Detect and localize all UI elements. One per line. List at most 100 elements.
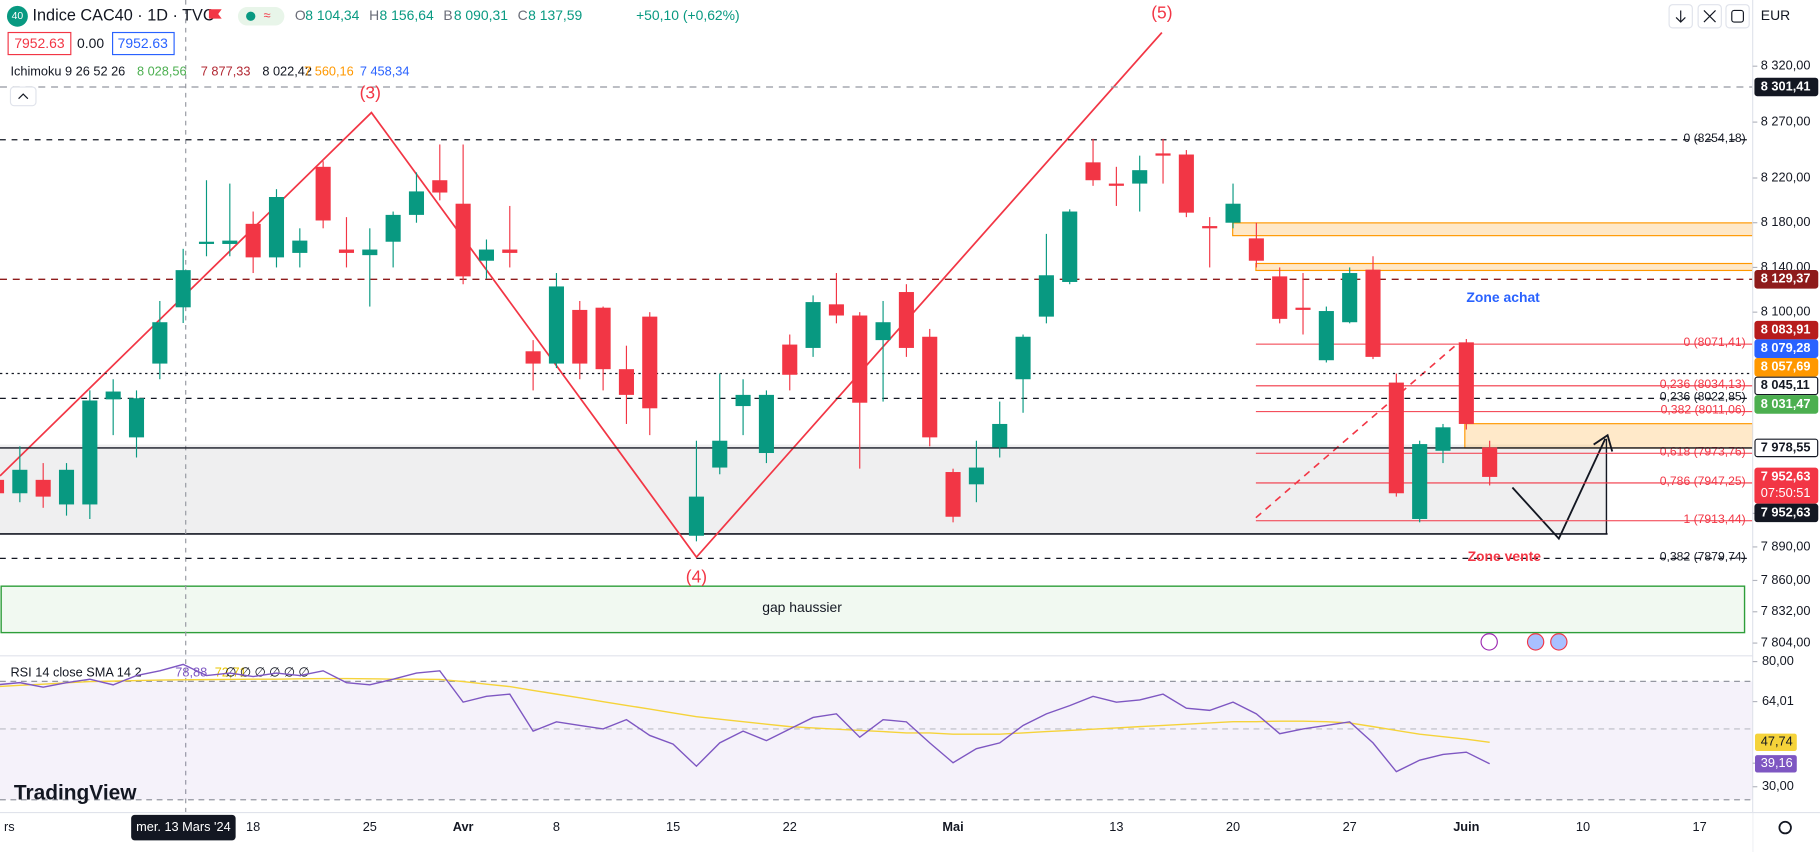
candle-body — [1435, 427, 1451, 451]
candle-body — [408, 191, 425, 215]
ohlc-value: 8 137,59 — [528, 7, 582, 23]
ichimoku-values: 8 028,56 7 877,33 8 022,427 560,16 7 458,34 — [137, 63, 409, 78]
currency[interactable]: EUR — [1761, 7, 1790, 23]
candle-body — [1342, 273, 1358, 323]
fib-layer: 0 (8254,18) 0 (8071,41) 0,236 (8034,13)0,2… — [0, 86, 1753, 563]
gap-label: gap haussier — [762, 599, 842, 615]
buy-zone-box — [1255, 262, 1754, 272]
logo: TradingView — [14, 781, 137, 804]
candle-body — [455, 203, 471, 277]
candle-body — [642, 316, 658, 409]
indicator-value: 72,71 — [215, 665, 247, 680]
symbol[interactable]: Indice CAC40 · 1D · TVC — [33, 7, 215, 25]
price-tag-label: 8 045,11 — [1761, 377, 1810, 392]
wave-label: (3) — [360, 83, 381, 103]
y-tick-label: 7 832,00 — [1761, 603, 1811, 618]
candle-body — [992, 423, 1008, 448]
collapse-button[interactable] — [9, 86, 37, 107]
candle-body — [572, 309, 588, 364]
candle-body — [432, 180, 448, 193]
x-tick-label: Juin — [1453, 819, 1479, 834]
drawings — [0, 0, 1754, 813]
candle-body — [245, 223, 261, 258]
price-tag — [1754, 438, 1819, 458]
x-tick-label: 18 — [246, 819, 260, 834]
y-tick-label: 8 320,00 — [1761, 58, 1811, 73]
candle-body — [1295, 307, 1311, 310]
price-tag-label: 7 952,63 — [1761, 468, 1811, 483]
fib-label: 0,236 (8022,85) — [1660, 389, 1746, 403]
x-tick-label: 8 — [553, 819, 560, 834]
candle-body — [292, 240, 308, 253]
candle-body — [1318, 311, 1334, 361]
candle-body — [548, 286, 564, 364]
collapse-icon — [18, 93, 29, 100]
fib-label: 0,236 (8034,13) — [1660, 377, 1746, 391]
x-tick-label: Avr — [453, 819, 474, 834]
x-tick-label: 15 — [666, 819, 680, 834]
rsi-pane: RSI 14 close SMA 14 2 78,88 72,71∅ ∅ ∅ ∅ ∅… — [0, 663, 1490, 773]
icon[interactable] — [1526, 633, 1545, 651]
icon[interactable] — [1480, 633, 1498, 651]
candle-body — [105, 391, 121, 400]
fib-label: 0 (8071,41) — [1683, 335, 1745, 349]
fib-label: 0,382 (7879,74) — [1660, 549, 1746, 563]
zone-label: Zone vente — [1468, 548, 1542, 564]
x-tick-label: 17 — [1693, 819, 1707, 834]
x-tick-label: 25 — [363, 819, 377, 834]
candle-body — [1085, 162, 1101, 181]
candle-body — [1062, 211, 1078, 282]
candle-body — [618, 369, 634, 395]
candle-body — [338, 249, 355, 253]
fib-label: 0,786 (7947,25) — [1660, 474, 1746, 488]
indicator-name: RSI 14 close SMA 14 2 — [10, 665, 141, 680]
button[interactable] — [1725, 4, 1750, 29]
price-tag — [1754, 467, 1819, 504]
fib-trend — [1255, 341, 1460, 519]
candle-body — [1225, 203, 1241, 223]
value-tag — [1755, 755, 1797, 773]
price-tag-sub: 07:50:51 — [1761, 485, 1811, 500]
y-tick-label: 8 180,00 — [1761, 214, 1811, 229]
ohlc-key: H — [369, 7, 379, 23]
price-box-text: 7952.63 — [14, 35, 65, 51]
candle-body — [735, 394, 751, 407]
y-tick-label: 8 100,00 — [1761, 304, 1811, 319]
price-tag — [1754, 339, 1819, 359]
ohlc-key: B — [443, 7, 452, 23]
path-arrow — [1511, 438, 1607, 541]
y-tick-label: 8 270,00 — [1761, 113, 1811, 128]
candle-body — [875, 322, 891, 341]
candle-body — [175, 270, 191, 308]
candle-body — [1108, 183, 1124, 186]
price-box[interactable] — [112, 31, 175, 56]
candle-body — [1458, 342, 1474, 424]
candle-body — [12, 469, 28, 494]
indicator-icons: ∅ ∅ ∅ ∅ ∅ ∅ — [225, 665, 309, 680]
settings-button[interactable] — [1778, 820, 1792, 835]
candle-body — [315, 166, 331, 221]
icon — [1703, 10, 1716, 23]
indicator-name[interactable]: Ichimoku 9 26 52 26 — [10, 63, 125, 78]
flag-icon[interactable] — [208, 9, 222, 19]
price-tag — [1754, 503, 1819, 523]
y-tick-label: 64,01 — [1762, 693, 1794, 708]
price-tag — [1754, 320, 1819, 340]
price-tag-label: 7 978,55 — [1761, 439, 1811, 454]
status-pill — [237, 6, 285, 26]
candle-body — [1178, 154, 1194, 213]
price-tag-label: 7 952,63 — [1761, 504, 1811, 519]
badge-text: 40 — [12, 11, 24, 22]
candle-body — [712, 440, 728, 468]
candle-body — [152, 322, 168, 364]
price-tag-label: 8 129,37 — [1761, 271, 1811, 286]
candle-body — [782, 344, 798, 375]
ohlc-key: O — [295, 7, 306, 23]
ohlc-value: 8 156,64 — [380, 7, 434, 23]
x-tick-label: 22 — [783, 819, 797, 834]
icon[interactable] — [1550, 633, 1568, 651]
price-box[interactable] — [7, 31, 72, 56]
